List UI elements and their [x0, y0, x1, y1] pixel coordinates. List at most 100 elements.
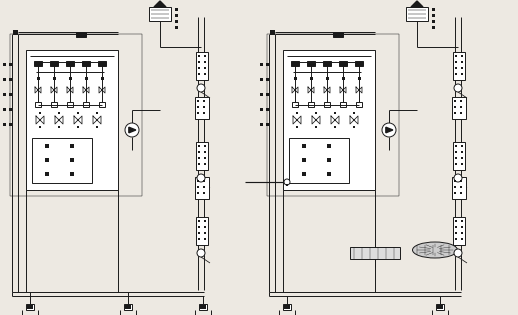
Bar — [66, 61, 74, 66]
Bar — [454, 180, 456, 182]
Bar — [460, 192, 462, 194]
Bar — [453, 52, 465, 80]
Bar — [195, 177, 209, 199]
Bar — [302, 172, 306, 176]
Bar — [125, 305, 131, 309]
Bar — [198, 55, 200, 57]
Bar — [302, 158, 306, 162]
Bar — [26, 50, 118, 190]
Bar — [453, 217, 465, 245]
Bar — [307, 61, 315, 66]
Bar — [196, 52, 208, 80]
Bar — [175, 14, 178, 16]
Bar — [197, 186, 199, 188]
Bar — [461, 73, 463, 75]
Bar — [204, 151, 206, 153]
Bar — [460, 180, 462, 182]
Bar — [12, 30, 18, 35]
Bar — [461, 55, 463, 57]
Bar — [39, 112, 41, 114]
Bar — [203, 186, 205, 188]
Bar — [353, 112, 355, 114]
Bar — [203, 192, 205, 194]
Bar — [431, 26, 435, 28]
Bar — [327, 158, 331, 162]
Bar — [455, 73, 457, 75]
Bar — [461, 226, 463, 228]
Bar — [339, 61, 347, 66]
Bar — [203, 180, 205, 182]
Bar — [51, 102, 57, 107]
Bar — [204, 157, 206, 159]
Bar — [461, 238, 463, 240]
Bar — [333, 32, 343, 37]
Bar — [196, 217, 208, 245]
Bar — [452, 97, 466, 119]
Bar — [8, 62, 11, 66]
Bar — [198, 220, 200, 222]
Bar — [353, 126, 355, 128]
Bar — [455, 232, 457, 234]
Bar — [27, 305, 33, 309]
Bar — [461, 145, 463, 147]
Circle shape — [197, 249, 205, 257]
Bar — [198, 163, 200, 165]
Bar — [340, 102, 346, 107]
Bar — [100, 77, 104, 79]
Bar — [57, 126, 60, 128]
Bar — [198, 232, 200, 234]
Bar — [70, 172, 74, 176]
Bar — [68, 77, 71, 79]
Bar — [198, 226, 200, 228]
Bar — [204, 145, 206, 147]
Bar — [197, 100, 199, 102]
Bar — [356, 102, 362, 107]
Bar — [455, 145, 457, 147]
Bar — [204, 163, 206, 165]
Bar — [266, 123, 268, 125]
Bar — [26, 304, 34, 310]
Bar — [350, 247, 400, 259]
Bar — [45, 158, 49, 162]
Bar — [455, 157, 457, 159]
Bar — [70, 144, 74, 148]
Bar — [198, 151, 200, 153]
Bar — [260, 123, 263, 125]
Bar — [204, 232, 206, 234]
Bar — [36, 77, 39, 79]
Bar — [203, 100, 205, 102]
Polygon shape — [129, 127, 136, 133]
Bar — [315, 112, 317, 114]
Bar — [260, 107, 263, 111]
Bar — [198, 61, 200, 63]
Bar — [460, 186, 462, 188]
Bar — [84, 77, 88, 79]
Ellipse shape — [412, 242, 457, 258]
Bar — [266, 77, 268, 81]
Bar — [197, 112, 199, 114]
Bar — [260, 77, 263, 81]
Bar — [204, 73, 206, 75]
Bar — [70, 158, 74, 162]
Bar — [82, 61, 90, 66]
Bar — [296, 126, 298, 128]
Bar — [76, 32, 86, 37]
Bar — [461, 61, 463, 63]
Bar — [67, 102, 73, 107]
Bar — [325, 77, 328, 79]
Bar — [260, 93, 263, 95]
Bar — [283, 304, 291, 310]
Bar — [454, 112, 456, 114]
Bar — [203, 106, 205, 108]
Bar — [34, 61, 42, 66]
Bar — [334, 126, 336, 128]
Bar — [461, 157, 463, 159]
Circle shape — [454, 249, 462, 257]
Bar — [175, 8, 178, 10]
Bar — [197, 106, 199, 108]
Bar — [460, 112, 462, 114]
Bar — [455, 226, 457, 228]
Bar — [175, 26, 178, 28]
Bar — [99, 102, 105, 107]
Bar — [309, 77, 312, 79]
